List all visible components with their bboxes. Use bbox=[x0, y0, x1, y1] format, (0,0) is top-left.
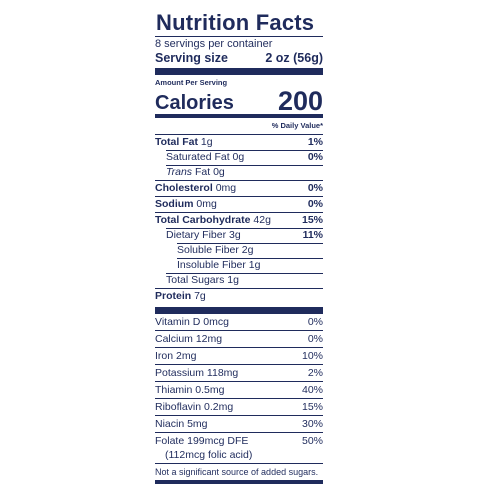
vitamin-dv: 2% bbox=[307, 367, 323, 379]
nutrient-row-dietary-fiber: Dietary Fiber 3g 11% bbox=[155, 228, 323, 243]
label-title: Nutrition Facts bbox=[156, 10, 315, 35]
vitamin-label: Thiamin 0.5mg bbox=[155, 384, 225, 396]
nutrient-amount: 0mg bbox=[215, 182, 237, 194]
medium-divider bbox=[155, 114, 323, 118]
nutrient-row-sodium: Sodium 0mg 0% bbox=[155, 196, 323, 212]
vitamin-dv: 40% bbox=[301, 384, 323, 396]
nutrient-dv: 0% bbox=[307, 198, 323, 210]
vitamin-dv: 50% bbox=[301, 435, 323, 447]
nutrient-dv: 15% bbox=[301, 214, 323, 226]
vitamin-dv: 0% bbox=[307, 333, 323, 345]
vitamin-label: Calcium 12mg bbox=[155, 333, 223, 345]
vitamin-row-vitamin-d: Vitamin D 0mcg 0% bbox=[155, 314, 323, 330]
nutrient-amount: 7g bbox=[194, 290, 206, 302]
serving-size-label: Serving size bbox=[155, 51, 228, 65]
calories-label: Calories bbox=[155, 92, 234, 114]
nutrition-facts-label: Nutrition Facts 8 servings per container… bbox=[155, 10, 323, 484]
nutrient-amount: Fat 0g bbox=[194, 166, 225, 178]
thick-divider bbox=[155, 68, 323, 75]
nutrient-name: Total Sugars bbox=[166, 274, 225, 286]
nutrient-name: Soluble Fiber bbox=[177, 244, 239, 256]
nutrient-amount: 1g bbox=[227, 274, 239, 286]
nutrient-name: Insoluble Fiber bbox=[177, 259, 246, 271]
nutrient-name: Trans bbox=[166, 166, 193, 178]
nutrient-row-total-fat: Total Fat 1g 1% bbox=[155, 134, 323, 150]
nutrient-amount: 3g bbox=[229, 229, 241, 241]
nutrient-row-insoluble-fiber: Insoluble Fiber 1g bbox=[155, 258, 323, 273]
vitamin-row-niacin: Niacin 5mg 30% bbox=[155, 415, 323, 432]
vitamin-dv: 15% bbox=[301, 401, 323, 413]
calories-row: Calories 200 bbox=[155, 86, 323, 116]
nutrient-row-trans-fat: Trans Fat 0g bbox=[155, 165, 323, 180]
nutrient-dv: 11% bbox=[302, 229, 323, 241]
servings-per-container: 8 servings per container bbox=[155, 38, 273, 50]
nutrient-dv: 1% bbox=[307, 136, 323, 148]
vitamin-label: Folate 199mcg DFE bbox=[155, 435, 249, 447]
vitamin-row-folate: Folate 199mcg DFE (112mcg folic acid) 50… bbox=[155, 432, 323, 463]
nutrient-name: Total Fat bbox=[155, 136, 198, 148]
nutrient-row-soluble-fiber: Soluble Fiber 2g bbox=[155, 243, 323, 258]
nutrient-row-total-sugars: Total Sugars 1g bbox=[155, 273, 323, 288]
amount-per-serving: Amount Per Serving bbox=[155, 78, 228, 87]
vitamin-row-calcium: Calcium 12mg 0% bbox=[155, 330, 323, 347]
nutrient-name: Total Carbohydrate bbox=[155, 214, 251, 226]
nutrient-row-protein: Protein 7g bbox=[155, 288, 323, 304]
nutrient-name: Dietary Fiber bbox=[166, 229, 227, 241]
nutrient-amount: 0g bbox=[232, 151, 245, 163]
vitamin-label: Potassium 118mg bbox=[155, 367, 239, 379]
vitamin-sublabel: (112mcg folic acid) bbox=[165, 449, 253, 461]
calories-value: 200 bbox=[277, 86, 323, 116]
nutrient-name: Sodium bbox=[155, 198, 194, 210]
vitamin-row-thiamin: Thiamin 0.5mg 40% bbox=[155, 381, 323, 398]
nutrient-dv: 0% bbox=[307, 182, 323, 194]
vitamin-dv: 30% bbox=[301, 418, 323, 430]
nutrient-amount: 1g bbox=[248, 259, 261, 271]
vitamin-dv: 10% bbox=[301, 350, 323, 362]
vitamin-label: Vitamin D 0mcg bbox=[155, 316, 229, 328]
vitamin-label: Iron 2mg bbox=[155, 350, 197, 362]
bottom-divider bbox=[155, 480, 323, 484]
footnote: Not a significant source of added sugars… bbox=[155, 463, 323, 480]
nutrient-row-saturated-fat: Saturated Fat 0g 0% bbox=[155, 150, 323, 165]
serving-size-value: 2 oz (56g) bbox=[265, 51, 323, 65]
vitamin-row-riboflavin: Riboflavin 0.2mg 15% bbox=[155, 398, 323, 415]
vitamin-dv: 0% bbox=[307, 316, 323, 328]
daily-value-header: % Daily Value* bbox=[271, 121, 323, 130]
divider bbox=[155, 36, 323, 37]
nutrient-row-total-carbohydrate: Total Carbohydrate 42g 15% bbox=[155, 212, 323, 228]
vitamin-row-potassium: Potassium 118mg 2% bbox=[155, 364, 323, 381]
nutrient-amount: 2g bbox=[241, 244, 254, 256]
nutrient-amount: 42g bbox=[253, 214, 271, 226]
vitamin-row-iron: Iron 2mg 10% bbox=[155, 347, 323, 364]
nutrient-name: Cholesterol bbox=[155, 182, 213, 194]
nutrient-row-cholesterol: Cholesterol 0mg 0% bbox=[155, 180, 323, 196]
nutrient-dv: 0% bbox=[307, 151, 323, 163]
thick-divider bbox=[155, 307, 323, 314]
nutrient-amount: 0mg bbox=[196, 198, 217, 210]
vitamin-label: Niacin 5mg bbox=[155, 418, 208, 430]
vitamin-label: Riboflavin 0.2mg bbox=[155, 401, 234, 413]
nutrient-amount: 1g bbox=[200, 136, 213, 148]
serving-size-row: Serving size 2 oz (56g) bbox=[155, 51, 323, 66]
nutrient-name: Saturated Fat bbox=[166, 151, 230, 163]
nutrient-name: Protein bbox=[155, 290, 192, 302]
